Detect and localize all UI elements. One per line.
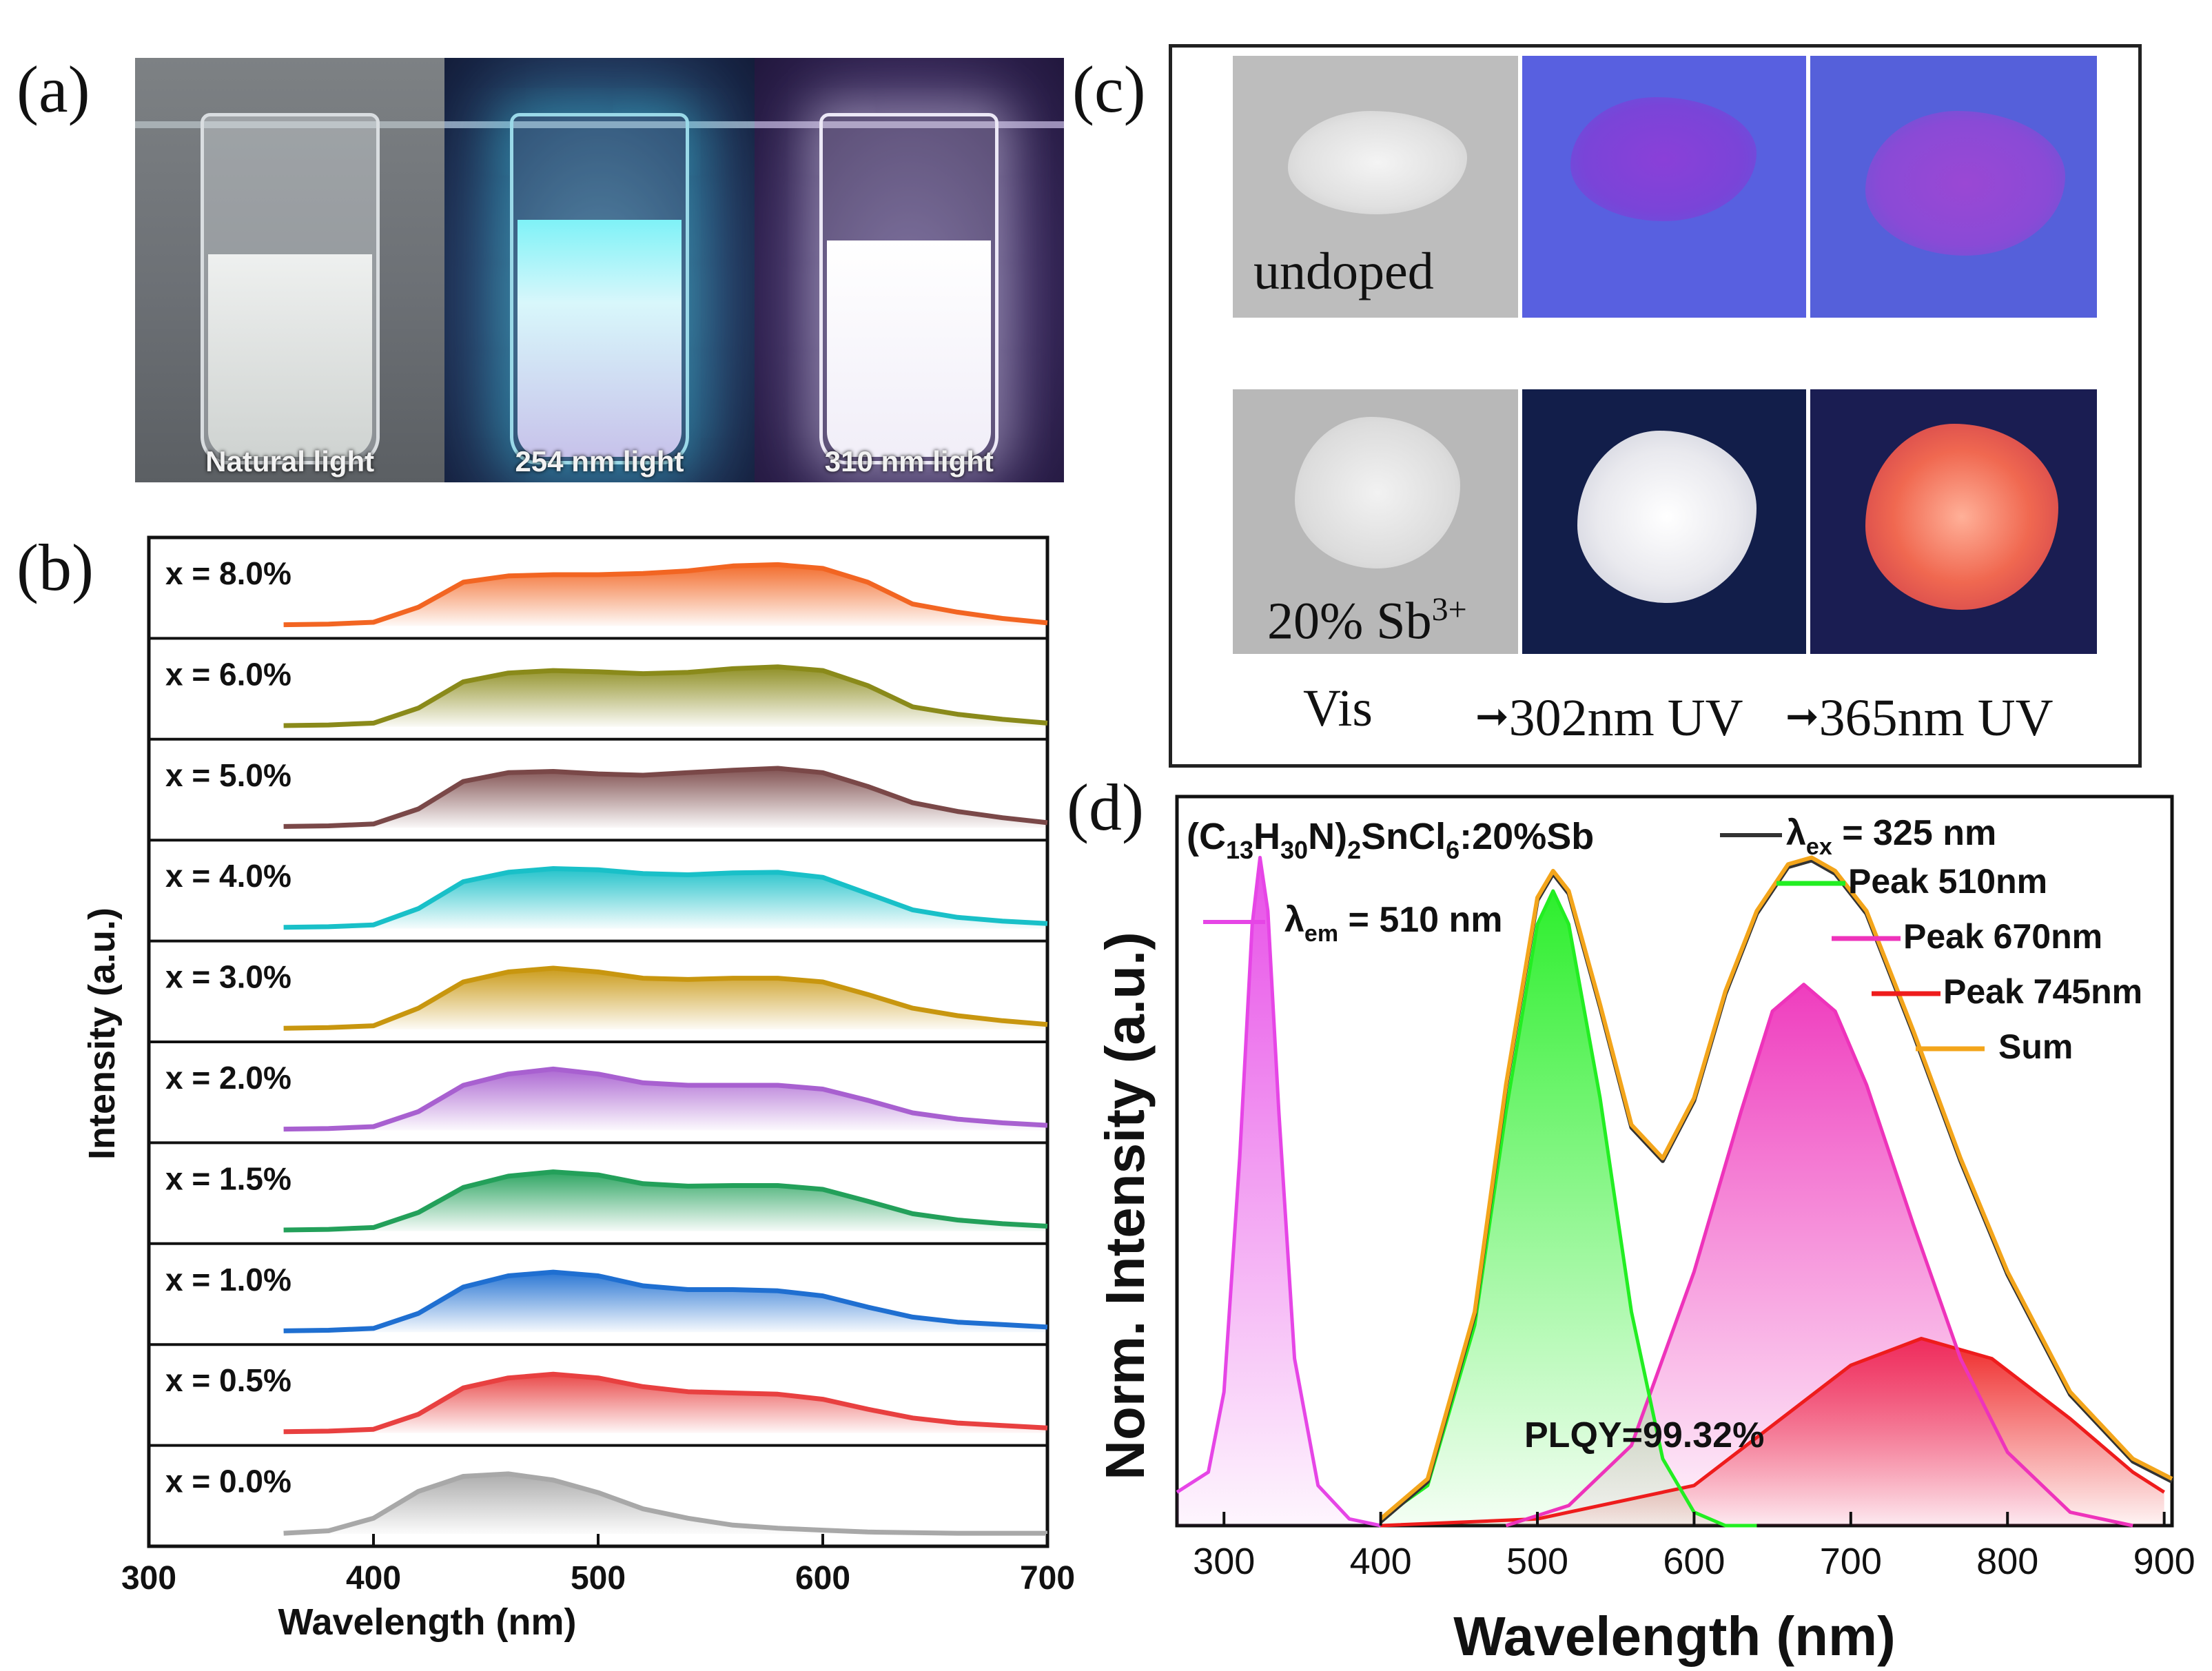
- undoped-365nm-photo: [1810, 56, 2097, 318]
- chart-b-tick-label-4: 700: [1020, 1560, 1075, 1597]
- chart-b-tick-label-1: 400: [346, 1560, 401, 1597]
- chart-d-tick-label-5: 800: [1976, 1541, 2038, 1582]
- panel-label-d: (d): [1067, 770, 1144, 844]
- spectrum-line-1: [283, 664, 1048, 728]
- series-label-5: x = 2.0%: [165, 1060, 291, 1096]
- chart-b-tick-label-3: 600: [795, 1560, 850, 1597]
- legend-peak510: Peak 510nm: [1848, 862, 2047, 901]
- chart-d-title: (C13H30N)2SnCl6:20%Sb: [1187, 816, 1594, 864]
- arrow-right-icon: ➞: [1785, 693, 1819, 739]
- line-peak745: [1380, 1337, 2165, 1528]
- legend-excitation: λem = 510 nm: [1284, 900, 1503, 947]
- chart-b-tick-label-2: 500: [571, 1560, 626, 1597]
- uv302-label: ➞302nm UV: [1475, 689, 1743, 747]
- chart-b-ylabel: Intensity (a.u.): [81, 908, 123, 1160]
- spectrum-line-0: [283, 562, 1048, 628]
- spectrum-fill-9: [283, 1473, 1048, 1534]
- plqy-annotation: PLQY=99.32%: [1524, 1415, 1764, 1455]
- legend-peak670: Peak 670nm: [1903, 917, 2102, 956]
- spectrum-line-4: [283, 965, 1048, 1031]
- spectrum-fill-4: [283, 968, 1048, 1029]
- chart-d-xlabel: Wavelength (nm): [1453, 1606, 1895, 1667]
- line-sum: [1379, 855, 2173, 1521]
- undoped-302nm-photo: [1522, 56, 1806, 318]
- series-label-1: x = 6.0%: [165, 656, 291, 692]
- chart-d-tick-label-6: 900: [2133, 1541, 2195, 1582]
- legend-sum: Sum: [1998, 1027, 2073, 1066]
- series-label-6: x = 1.5%: [165, 1160, 291, 1196]
- fill-excitation: [1177, 857, 1381, 1526]
- spectrum-fill-8: [283, 1374, 1048, 1433]
- panel-label-c: (c): [1072, 52, 1146, 126]
- natural-light-photo: Natural light: [135, 58, 445, 482]
- uv310-photo: 310 nm light: [754, 58, 1064, 482]
- doped-365nm-photo: [1810, 389, 2097, 654]
- chart-d-tick-label-0: 300: [1193, 1541, 1255, 1582]
- doped-302nm-photo: [1522, 389, 1806, 654]
- series-label-9: x = 0.0%: [165, 1464, 291, 1499]
- series-label-0: x = 8.0%: [165, 555, 291, 591]
- series-label-8: x = 0.5%: [165, 1362, 291, 1398]
- spectrum-line-6: [283, 1169, 1048, 1233]
- chart-d-tick-label-1: 400: [1350, 1541, 1412, 1582]
- spectrum-line-8: [283, 1371, 1048, 1435]
- chart-b-xlabel: Wavelength (nm): [278, 1601, 576, 1643]
- series-label-4: x = 3.0%: [165, 959, 291, 995]
- series-label-3: x = 4.0%: [165, 858, 291, 894]
- panel-label-b: (b): [17, 531, 94, 604]
- spectrum-line-3: [283, 866, 1048, 930]
- caption-254nm: 254 nm light: [515, 445, 684, 478]
- doped-vis-photo: 20% Sb3+: [1233, 389, 1518, 654]
- caption-natural-light: Natural light: [205, 445, 375, 478]
- doped-label: 20% Sb3+: [1267, 591, 1467, 650]
- spectrum-line-2: [283, 766, 1048, 829]
- chart-d-tick-label-2: 500: [1506, 1541, 1568, 1582]
- chart-d-ylabel: Norm. Intensity (a.u.): [1094, 932, 1156, 1480]
- spectrum-line-9: [283, 1471, 1047, 1536]
- chart-d-tick-label-4: 700: [1820, 1541, 1882, 1582]
- spectrum-line-5: [283, 1066, 1048, 1132]
- spectrum-line-7: [283, 1269, 1048, 1333]
- caption-310nm: 310 nm light: [824, 445, 994, 478]
- series-label-2: x = 5.0%: [165, 757, 291, 793]
- undoped-label: undoped: [1253, 243, 1434, 300]
- series-label-7: x = 1.0%: [165, 1262, 291, 1298]
- uv254-photo: 254 nm light: [444, 58, 755, 482]
- panel-label-a: (a): [17, 52, 90, 126]
- spectrum-fill-7: [283, 1272, 1048, 1333]
- undoped-vis-photo: undoped: [1233, 56, 1518, 318]
- arrow-right-icon: ➞: [1475, 693, 1509, 739]
- line-excitation: [1176, 856, 1382, 1528]
- uv365-label: ➞365nm UV: [1785, 689, 2054, 747]
- legend-peak745: Peak 745nm: [1943, 972, 2142, 1011]
- beaker-photo-strip: Natural light 254 nm light 310 nm light: [135, 58, 1064, 482]
- spectrum-fill-3: [283, 868, 1048, 929]
- vis-label: Vis: [1303, 679, 1373, 737]
- chart-b-stacked-spectra: x = 8.0% x = 6.0% x = 5.0% x = 4.0% x = 3.0%…: [81, 535, 1075, 1643]
- legend-measured: λex = 325 nm: [1786, 813, 1996, 860]
- chart-d-tick-label-3: 600: [1663, 1541, 1725, 1582]
- chart-b-tick-label-0: 300: [121, 1560, 176, 1597]
- fill-peak510: [1380, 891, 1757, 1526]
- powder-photo-panel: undoped 20% Sb3+ Vis ➞302nm UV ➞365nm UV: [1169, 44, 2142, 768]
- line-peak670: [1505, 983, 2133, 1528]
